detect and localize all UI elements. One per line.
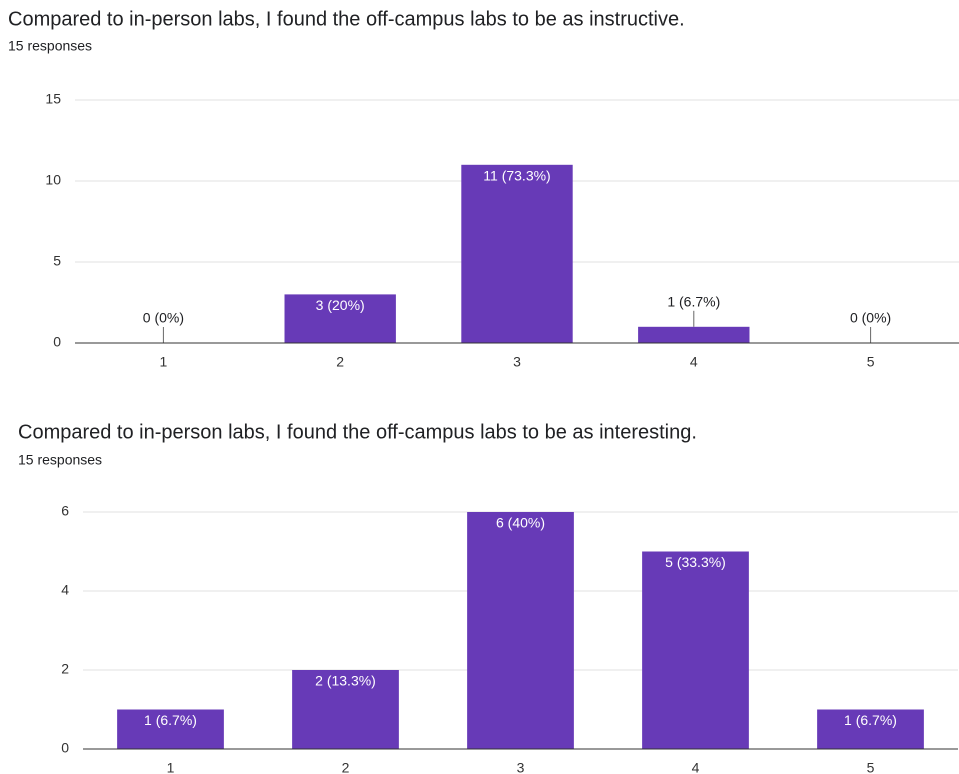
bar	[284, 294, 396, 343]
y-tick-label: 0	[61, 740, 69, 756]
x-tick-label: 1	[167, 760, 175, 774]
value-label: 5 (33.3%)	[665, 554, 726, 570]
x-tick-label: 2	[336, 354, 344, 370]
x-tick-label: 3	[513, 354, 521, 370]
value-label: 2 (13.3%)	[315, 673, 376, 689]
y-tick-label: 6	[61, 503, 69, 519]
bar	[467, 512, 574, 749]
value-label: 1 (6.7%)	[667, 294, 720, 310]
bar	[817, 709, 924, 749]
y-tick-label: 4	[61, 582, 69, 598]
x-tick-label: 1	[160, 354, 168, 370]
bar	[292, 670, 399, 749]
bar	[461, 164, 573, 343]
y-tick-label: 10	[45, 172, 61, 188]
chart-title: Compared to in-person labs, I found the …	[18, 421, 697, 443]
x-tick-label: 4	[690, 354, 698, 370]
x-tick-label: 4	[692, 760, 700, 774]
y-tick-label: 5	[53, 253, 61, 269]
value-label: 1 (6.7%)	[144, 712, 197, 728]
value-label: 1 (6.7%)	[844, 712, 897, 728]
chart-subtitle: 15 responses	[18, 452, 102, 468]
value-label: 6 (40%)	[496, 515, 545, 531]
x-tick-label: 5	[867, 354, 875, 370]
value-label: 3 (20%)	[316, 297, 365, 313]
y-tick-label: 0	[53, 334, 61, 350]
x-tick-label: 5	[867, 760, 875, 774]
y-tick-label: 15	[45, 91, 61, 107]
chart-title: Compared to in-person labs, I found the …	[8, 8, 685, 30]
bar	[117, 709, 224, 749]
value-label: 0 (0%)	[143, 310, 184, 326]
x-tick-label: 2	[342, 760, 350, 774]
value-label: 0 (0%)	[850, 310, 891, 326]
chart-subtitle: 15 responses	[8, 38, 92, 54]
x-tick-label: 3	[517, 760, 525, 774]
bar	[638, 326, 750, 343]
bar	[642, 551, 749, 749]
value-label: 11 (73.3%)	[483, 168, 550, 184]
y-tick-label: 2	[61, 661, 69, 677]
